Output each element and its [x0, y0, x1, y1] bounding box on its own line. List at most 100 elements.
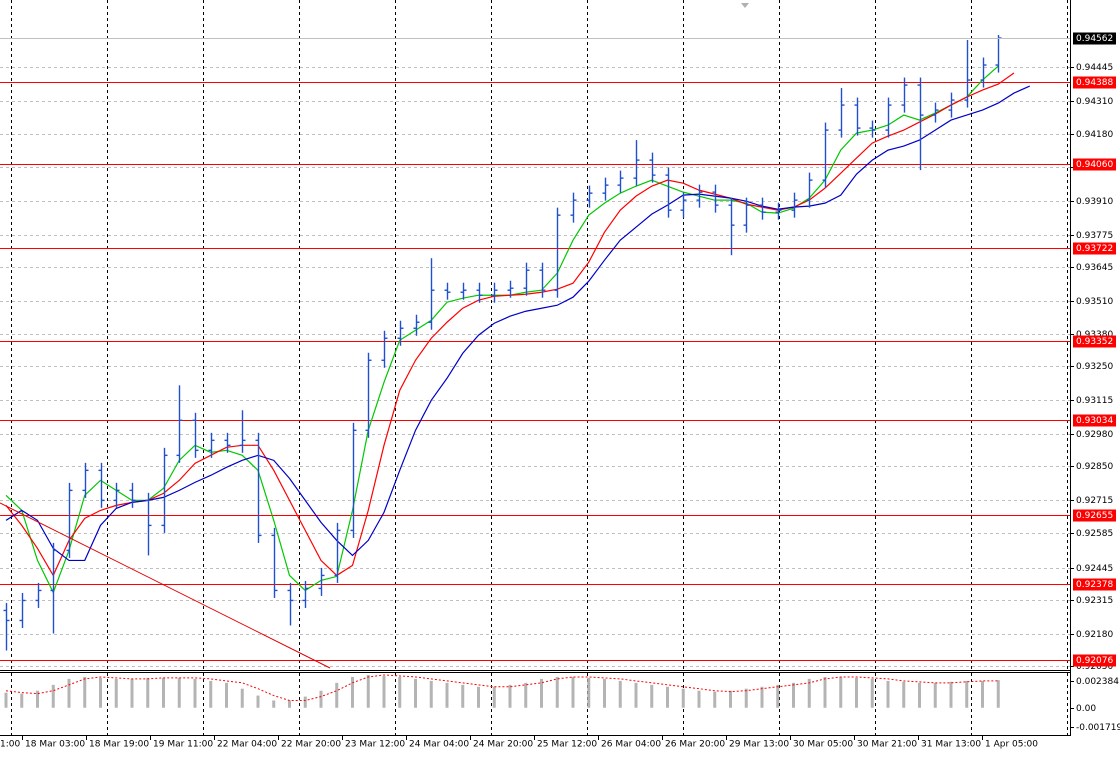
histogram-bar	[303, 696, 307, 708]
histogram-bar	[540, 678, 543, 708]
histogram-bar	[996, 680, 1000, 708]
level-label: 0.92655	[1076, 511, 1113, 521]
y-tick-label: 0.93510	[1076, 297, 1113, 307]
histogram-bar	[162, 677, 165, 708]
shift-marker	[741, 3, 749, 8]
y-tick-label: 0.93645	[1076, 263, 1113, 273]
histogram-bar	[634, 682, 638, 708]
level-label-box	[1073, 158, 1116, 171]
x-tick-label: 25 Mar 12:00	[537, 740, 597, 750]
signal-line	[5, 674, 999, 702]
x-tick-label: 23 Mar 12:00	[345, 740, 405, 750]
histogram-bar	[272, 700, 276, 708]
y-tick-label: 0.92180	[1076, 630, 1113, 640]
histogram-bar	[681, 688, 685, 708]
y-tick-label: 0.92585	[1076, 529, 1113, 539]
histogram-bar	[461, 684, 465, 708]
level-label: 0.93352	[1076, 337, 1113, 347]
x-tick-label: 30 Mar 21:00	[857, 740, 917, 750]
x-tick-label: 1:00	[0, 740, 20, 750]
histogram-bar	[587, 677, 591, 708]
last-price-box	[1073, 32, 1116, 45]
histogram-bar	[697, 690, 701, 708]
histogram-bar	[933, 682, 937, 708]
histogram-bar	[650, 684, 654, 708]
y-tick-label: 0.93775	[1076, 231, 1113, 241]
x-tick-label: 24 Mar 20:00	[473, 740, 533, 750]
level-label: 0.93722	[1076, 244, 1113, 254]
histogram-bar	[508, 684, 512, 708]
histogram-bar	[445, 682, 449, 708]
histogram-bar	[20, 693, 24, 708]
histogram-bar	[256, 695, 260, 708]
level-label: 0.92378	[1076, 580, 1113, 590]
level-label-box	[1073, 335, 1116, 348]
y-tick-label: 0.92850	[1076, 462, 1113, 472]
histogram-bar	[792, 682, 795, 708]
level-label-box	[1073, 578, 1116, 591]
x-tick-label: 30 Mar 05:00	[793, 740, 853, 750]
level-label-box	[1073, 242, 1116, 255]
histogram-bar	[382, 675, 386, 708]
last-price-label: 0.94562	[1076, 34, 1113, 44]
histogram-bar	[713, 691, 717, 708]
histogram-bar	[240, 688, 244, 708]
histogram-bar	[823, 676, 827, 708]
y-tick-label: 0.002384	[1076, 677, 1119, 687]
histogram-bar	[855, 677, 858, 708]
x-tick-label: 29 Mar 13:00	[729, 740, 789, 750]
y-tick-label: 0.92980	[1076, 430, 1113, 440]
histogram-bar	[965, 680, 969, 708]
y-tick-label: 0.92445	[1076, 564, 1113, 574]
histogram-bar	[555, 676, 559, 708]
histogram-bar	[335, 682, 339, 708]
histogram-bar	[177, 677, 181, 708]
level-label: 0.94388	[1076, 78, 1113, 88]
level-label-box	[1073, 509, 1116, 522]
histogram-bar	[146, 677, 150, 708]
x-tick-label: 26 Mar 20:00	[665, 740, 725, 750]
y-tick-label: 0.93910	[1076, 197, 1113, 207]
level-label: 0.92076	[1076, 656, 1113, 666]
histogram-bar	[414, 678, 417, 708]
histogram-bar	[571, 676, 575, 708]
histogram-bar	[83, 676, 87, 708]
histogram-bar	[51, 684, 55, 708]
histogram-bar	[209, 680, 213, 708]
histogram-bar	[477, 686, 480, 708]
x-tick-label: 18 Mar 03:00	[25, 740, 85, 750]
x-tick-label: 31 Mar 13:00	[921, 740, 981, 750]
x-tick-label: 19 Mar 11:00	[153, 740, 213, 750]
x-tick-label: 22 Mar 20:00	[281, 740, 341, 750]
histogram-bar	[288, 700, 291, 708]
histogram-bar	[351, 676, 354, 708]
histogram-bar	[902, 681, 906, 708]
x-tick-label: 22 Mar 04:00	[217, 740, 277, 750]
level-label-box	[1073, 414, 1116, 427]
x-tick-label: 26 Mar 04:00	[601, 740, 661, 750]
histogram-bar	[886, 680, 890, 708]
histogram-bar	[918, 682, 921, 708]
histogram-bar	[839, 676, 843, 708]
histogram-bar	[870, 678, 874, 708]
y-tick-label: 0.00	[1076, 704, 1096, 714]
histogram-bar	[114, 678, 118, 708]
y-tick-label: 0.94445	[1076, 63, 1113, 73]
histogram-bar	[366, 674, 370, 708]
histogram-bar	[319, 690, 323, 708]
level-label-box	[1073, 76, 1116, 89]
y-tick-label: 0.92315	[1076, 596, 1113, 606]
histogram-bar	[225, 682, 228, 708]
x-tick-label: 18 Mar 19:00	[89, 740, 149, 750]
histogram-bar	[429, 680, 433, 708]
histogram-bar	[949, 681, 953, 708]
trend-line	[0, 502, 331, 669]
level-label: 0.94060	[1076, 160, 1113, 170]
histogram-bar	[36, 690, 39, 708]
histogram-bar	[729, 690, 732, 708]
y-tick-label: 0.94310	[1076, 97, 1113, 107]
y-tick-label: 0.93250	[1076, 362, 1113, 372]
histogram-bar	[193, 678, 197, 708]
y-tick-label: 0.94180	[1076, 130, 1113, 140]
